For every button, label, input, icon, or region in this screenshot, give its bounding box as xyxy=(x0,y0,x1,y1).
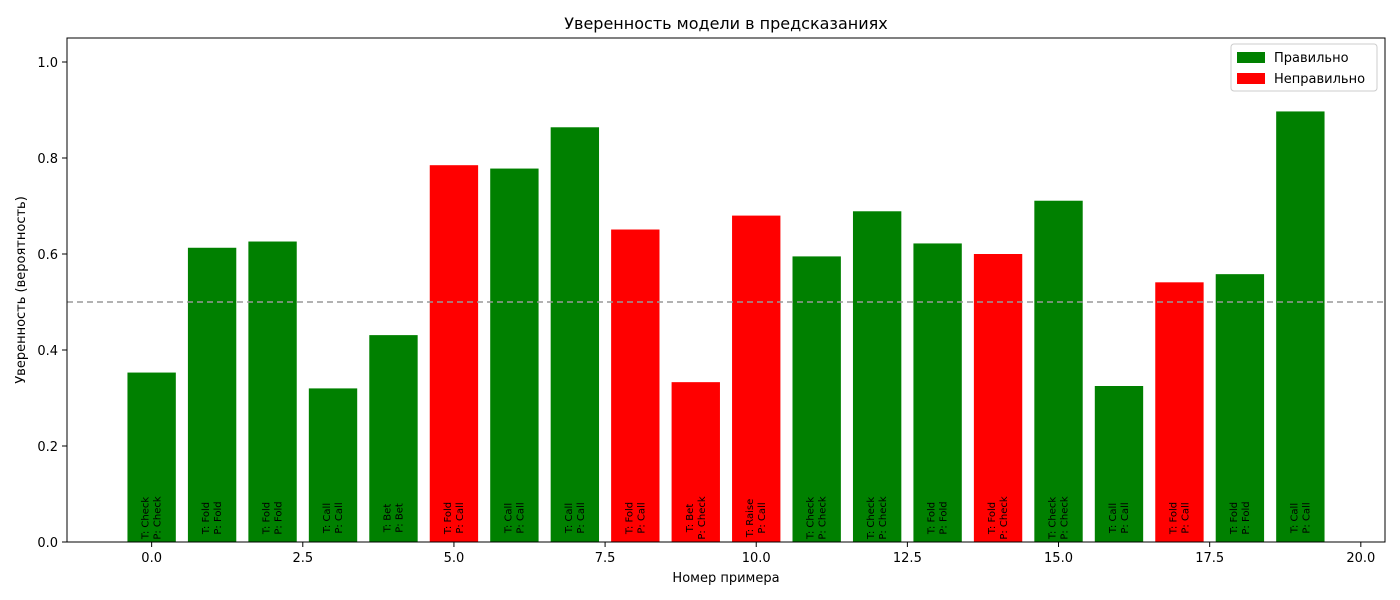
bar-true-label-19: T: Call xyxy=(1289,503,1300,534)
bar-pred-label-7: P: Call xyxy=(576,502,587,533)
bar-true-label-6: T: Call xyxy=(503,503,514,534)
legend-swatch-1 xyxy=(1237,73,1265,84)
bar-pred-label-0: P: Check xyxy=(153,496,164,540)
y-axis-ticks: 0.0 0.2 0.4 0.6 0.8 1.0 xyxy=(37,56,67,551)
bar-labels-layer: T: Check P: Check T: Fold P: Fold T: Fold P: … xyxy=(141,496,1313,540)
x-tick-label-1: 2.5 xyxy=(292,551,313,566)
bar-true-label-16: T: Call xyxy=(1108,503,1119,534)
bar-pred-label-19: P: Call xyxy=(1301,502,1312,533)
bar-pred-label-2: P: Fold xyxy=(274,501,285,534)
legend: Правильно Неправильно xyxy=(1230,43,1378,92)
bar-11 xyxy=(792,256,841,542)
bar-pred-label-10: P: Call xyxy=(757,502,768,533)
bar-pred-label-15: P: Check xyxy=(1060,496,1071,540)
y-tick-label-3: 0.6 xyxy=(37,248,58,263)
bar-true-label-1: T: Fold xyxy=(201,502,212,535)
bar-2 xyxy=(248,241,297,542)
bar-true-label-15: T: Check xyxy=(1048,497,1059,541)
bar-pred-label-18: P: Fold xyxy=(1241,501,1252,534)
bar-true-label-0: T: Check xyxy=(141,497,152,541)
bar-true-label-17: T: Fold xyxy=(1168,502,1179,535)
bar-true-label-10: T: Raise xyxy=(745,499,756,539)
x-tick-label-0: 0.0 xyxy=(141,551,162,566)
bar-pred-label-9: P: Check xyxy=(697,496,708,540)
bar-9 xyxy=(671,382,720,542)
bar-3 xyxy=(308,388,358,542)
bar-pred-label-13: P: Fold xyxy=(939,501,950,534)
x-axis-ticks: 0.0 2.5 5.0 7.5 10.0 12.5 15.0 17.5 20.0 xyxy=(141,542,1375,566)
bar-pred-label-8: P: Call xyxy=(636,502,647,533)
x-tick-label-3: 7.5 xyxy=(595,551,616,566)
bar-true-label-7: T: Call xyxy=(564,503,575,534)
legend-box xyxy=(1230,43,1378,92)
bar-true-label-3: T: Call xyxy=(322,503,333,534)
x-tick-label-2: 5.0 xyxy=(444,551,465,566)
bar-true-label-12: T: Check xyxy=(866,497,877,541)
bar-pred-label-16: P: Call xyxy=(1120,502,1131,533)
bar-pred-label-12: P: Check xyxy=(878,496,889,540)
bar-7 xyxy=(550,127,600,542)
x-tick-label-7: 17.5 xyxy=(1195,551,1224,566)
bars-layer xyxy=(127,111,1325,542)
y-axis-label: Уверенность (вероятность) xyxy=(14,196,29,384)
bar-pred-label-17: P: Call xyxy=(1180,502,1191,533)
x-tick-label-8: 20.0 xyxy=(1346,551,1375,566)
chart-title: Уверенность модели в предсказаниях xyxy=(564,14,887,33)
bar-true-label-14: T: Fold xyxy=(987,502,998,535)
plot-frame xyxy=(66,37,1386,543)
bar-13 xyxy=(913,243,962,542)
bar-pred-label-11: P: Check xyxy=(818,496,829,540)
bar-5 xyxy=(429,165,479,542)
bar-pred-label-4: P: Bet xyxy=(394,503,405,533)
bar-8 xyxy=(611,229,660,542)
y-tick-label-4: 0.8 xyxy=(37,152,58,167)
bar-18 xyxy=(1215,274,1265,542)
x-axis-label: Номер примера xyxy=(672,571,779,586)
bar-true-label-2: T: Fold xyxy=(262,502,273,535)
y-tick-label-2: 0.4 xyxy=(37,344,58,359)
bar-true-label-8: T: Fold xyxy=(624,502,635,535)
bar-pred-label-1: P: Fold xyxy=(213,501,224,534)
bar-15 xyxy=(1034,200,1083,542)
bar-0 xyxy=(127,372,176,542)
legend-swatch-0 xyxy=(1237,52,1265,63)
bar-true-label-13: T: Fold xyxy=(927,502,938,535)
legend-label-1: Неправильно xyxy=(1274,72,1365,87)
bar-pred-label-14: P: Check xyxy=(999,496,1010,540)
bar-17 xyxy=(1155,282,1204,542)
bar-true-label-11: T: Check xyxy=(806,497,817,541)
y-tick-label-5: 1.0 xyxy=(37,56,58,71)
y-tick-label-0: 0.0 xyxy=(37,536,58,551)
x-tick-label-6: 15.0 xyxy=(1044,551,1073,566)
bar-pred-label-5: P: Call xyxy=(455,502,466,533)
bar-6 xyxy=(490,168,539,542)
legend-label-0: Правильно xyxy=(1274,51,1349,66)
bar-true-label-9: T: Bet xyxy=(685,504,696,534)
bar-10 xyxy=(732,215,781,542)
x-tick-label-5: 12.5 xyxy=(893,551,922,566)
bar-pred-label-6: P: Call xyxy=(515,502,526,533)
bar-16 xyxy=(1094,386,1144,542)
x-tick-label-4: 10.0 xyxy=(742,551,771,566)
bar-12 xyxy=(852,211,902,542)
bar-true-label-5: T: Fold xyxy=(443,502,454,535)
bar-true-label-4: T: Bet xyxy=(382,504,393,534)
bar-true-label-18: T: Fold xyxy=(1229,502,1240,535)
bar-14 xyxy=(973,254,1023,542)
bar-pred-label-3: P: Call xyxy=(334,502,345,533)
y-tick-label-1: 0.2 xyxy=(37,440,58,455)
bar-4 xyxy=(369,335,418,542)
bar-1 xyxy=(187,247,237,542)
bar-19 xyxy=(1276,111,1325,542)
